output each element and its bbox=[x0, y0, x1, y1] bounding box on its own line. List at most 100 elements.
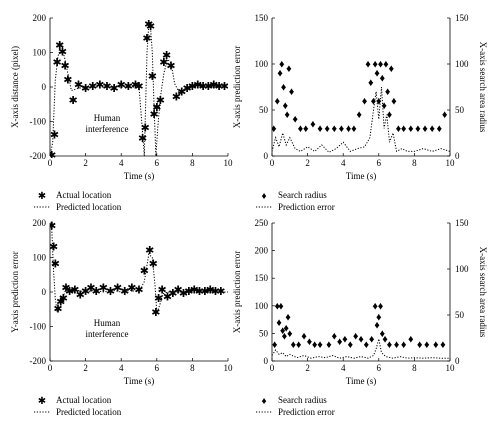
legend-label: Prediction error bbox=[278, 407, 335, 417]
data-point: ✱ bbox=[124, 81, 133, 93]
data-point: ✱ bbox=[166, 60, 175, 72]
y2-tick-label: 150 bbox=[455, 218, 469, 228]
y-tick-label: 0 bbox=[42, 287, 47, 297]
data-point: ♦ bbox=[276, 317, 282, 329]
x-tick-label: 2 bbox=[305, 363, 310, 373]
annotation-text: Human bbox=[94, 113, 121, 123]
legend: ♦ Search radius Prediction error bbox=[256, 190, 335, 212]
series-line-predicted-location bbox=[50, 23, 228, 157]
data-point: ✱ bbox=[81, 286, 90, 298]
data-point: ♦ bbox=[372, 59, 378, 71]
data-point: ✱ bbox=[51, 259, 60, 271]
x-tick-label: 4 bbox=[119, 158, 124, 168]
data-point: ✱ bbox=[179, 288, 188, 300]
data-point: ✱ bbox=[76, 290, 85, 302]
legend-label: Predicted location bbox=[56, 202, 122, 212]
data-point: ♦ bbox=[324, 123, 330, 135]
data-point: ✱ bbox=[162, 50, 171, 62]
data-point: ♦ bbox=[382, 333, 388, 345]
data-point: ♦ bbox=[342, 333, 348, 345]
data-point: ♦ bbox=[388, 63, 394, 75]
data-point: ✱ bbox=[142, 33, 151, 45]
series-area: ♦♦♦♦♦♦♦♦♦♦ ♦♦ ♦ ♦ ♦ ♦♦ ♦ ♦ ♦♦ ♦ ♦ ♦♦♦♦♦♦♦♦ ♦ ♦ ♦ ♦ ♦ ♦ ♦ bbox=[272, 300, 450, 359]
x-tick-label: 8 bbox=[412, 158, 417, 168]
x-tick-label: 6 bbox=[377, 363, 382, 373]
panel-y-error: 0 2 4 6 8 10 200 100 0 -100 -200 Time (s) Y-axis pre… bbox=[10, 218, 233, 417]
data-point: ✱ bbox=[70, 284, 79, 296]
data-point: ✱ bbox=[141, 123, 150, 135]
x-axis-label: Time (s) bbox=[124, 376, 154, 386]
data-point: ✱ bbox=[55, 40, 64, 52]
y2-tick-label: 150 bbox=[455, 13, 469, 23]
data-point: ♦ bbox=[277, 68, 283, 80]
data-point: ✱ bbox=[177, 86, 186, 98]
data-point: ♦ bbox=[387, 109, 393, 121]
data-point: ♦ bbox=[376, 95, 382, 107]
data-point: ♦ bbox=[381, 100, 387, 112]
data-point: ♦ bbox=[417, 339, 423, 351]
data-point: ♦ bbox=[401, 123, 407, 135]
data-point: ✱ bbox=[117, 79, 126, 91]
y-tick-label: 150 bbox=[255, 273, 269, 283]
x-tick-label: 2 bbox=[305, 158, 310, 168]
data-point: ✱ bbox=[146, 21, 155, 33]
data-point: ♦ bbox=[353, 331, 359, 343]
y-axis-label: Y-axis prediction error bbox=[10, 251, 20, 332]
panel-x-distance: 0 2 4 6 8 10 200 100 0 -100 -200 Time (s) X-axis dis… bbox=[10, 13, 233, 212]
x-tick-label: 10 bbox=[224, 158, 234, 168]
x-axis-label: Time (s) bbox=[346, 171, 376, 181]
data-point: ♦ bbox=[376, 311, 382, 323]
x-tick-label: 0 bbox=[270, 363, 275, 373]
data-point: ✱ bbox=[158, 284, 167, 296]
data-point: ♦ bbox=[280, 325, 286, 337]
data-point: ♦ bbox=[275, 95, 281, 107]
y-tick-label: 0 bbox=[264, 356, 269, 366]
data-point: ♦ bbox=[356, 109, 362, 121]
data-point: ♦ bbox=[326, 339, 332, 351]
y-tick-label: 100 bbox=[255, 301, 269, 311]
y-tick-label: 100 bbox=[33, 253, 47, 263]
data-point: ♦ bbox=[289, 86, 295, 98]
legend-label: Predicted location bbox=[56, 407, 122, 417]
data-point: ✱ bbox=[47, 150, 56, 162]
data-point: ✱ bbox=[49, 241, 58, 253]
data-point: ♦ bbox=[331, 331, 337, 343]
y-tick-label: 150 bbox=[255, 13, 269, 23]
data-point: ✱ bbox=[109, 83, 118, 95]
data-point: ✱ bbox=[151, 307, 160, 319]
data-point: ✱ bbox=[59, 293, 68, 305]
data-point: ♦ bbox=[380, 72, 386, 84]
data-point: ♦ bbox=[422, 123, 428, 135]
x-tick-label: 0 bbox=[48, 158, 53, 168]
data-point: ♦ bbox=[369, 333, 375, 345]
data-point: ✱ bbox=[144, 19, 153, 31]
data-point: ♦ bbox=[362, 95, 368, 107]
x-tick-label: 8 bbox=[412, 363, 417, 373]
data-point: ✱ bbox=[47, 221, 56, 233]
legend-label: Search radius bbox=[278, 395, 327, 405]
data-point: ♦ bbox=[408, 333, 414, 345]
data-point: ♦ bbox=[281, 82, 287, 94]
data-point: ✱ bbox=[220, 81, 229, 93]
data-point: ♦ bbox=[284, 109, 290, 121]
x-tick-label: 10 bbox=[224, 363, 234, 373]
data-point: ✱ bbox=[206, 284, 215, 296]
data-point: ♦ bbox=[298, 123, 304, 135]
y-tick-label: 200 bbox=[33, 13, 47, 23]
data-point: ♦ bbox=[271, 123, 277, 135]
legend-marker-swatch: ♦ bbox=[261, 191, 266, 202]
x-tick-label: 2 bbox=[83, 158, 88, 168]
annotation-text: interference bbox=[86, 329, 129, 339]
data-point: ♦ bbox=[401, 339, 407, 351]
data-point: ♦ bbox=[385, 86, 391, 98]
data-point: ✱ bbox=[50, 129, 59, 141]
data-point: ✱ bbox=[102, 81, 111, 93]
x-axis-label: Time (s) bbox=[124, 171, 154, 181]
legend: ♦ Search radius Prediction error bbox=[256, 395, 335, 417]
x-tick-label: 4 bbox=[341, 158, 346, 168]
data-point: ✱ bbox=[81, 83, 90, 95]
data-point: ✱ bbox=[113, 283, 122, 295]
